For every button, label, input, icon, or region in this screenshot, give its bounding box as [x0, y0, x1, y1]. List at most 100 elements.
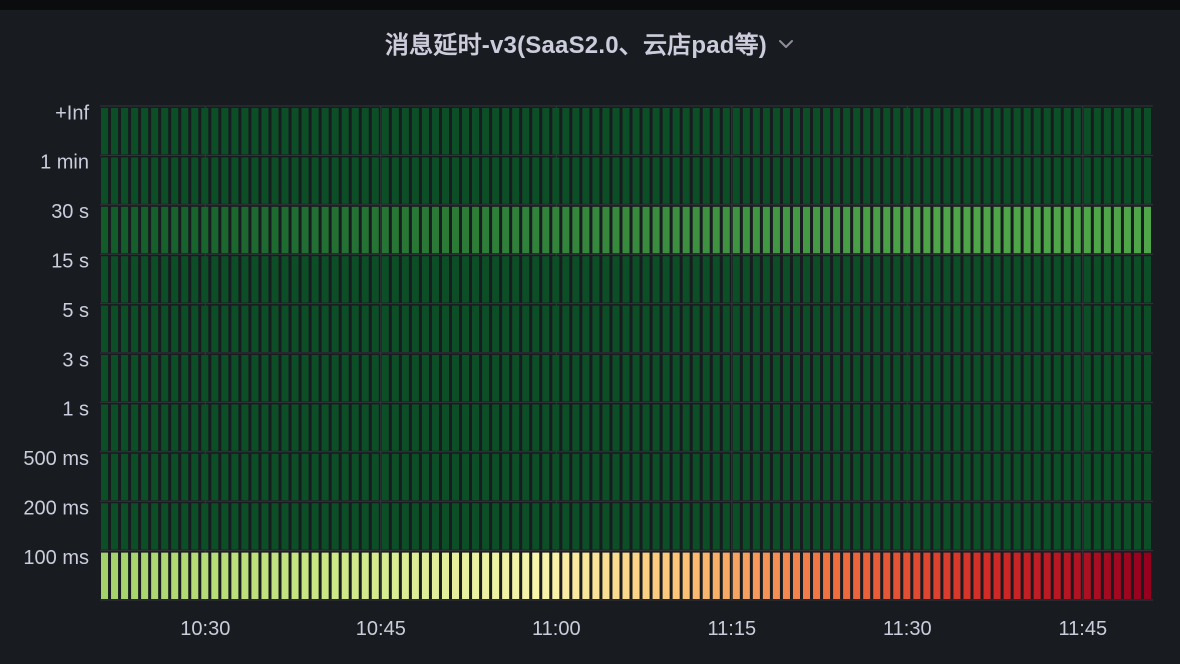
heatmap-cell[interactable]	[572, 157, 580, 204]
heatmap-cell[interactable]	[522, 305, 530, 352]
heatmap-cell[interactable]	[331, 157, 339, 204]
heatmap-cell[interactable]	[1133, 157, 1141, 204]
heatmap-cell[interactable]	[482, 552, 490, 599]
heatmap-cell[interactable]	[1123, 503, 1131, 550]
heatmap-cell[interactable]	[321, 552, 329, 599]
heatmap-cell[interactable]	[111, 552, 119, 599]
heatmap-cell[interactable]	[241, 503, 249, 550]
heatmap-cell[interactable]	[361, 305, 369, 352]
heatmap-cell[interactable]	[462, 157, 470, 204]
heatmap-cell[interactable]	[863, 503, 871, 550]
heatmap-cell[interactable]	[1083, 206, 1091, 254]
heatmap-cell[interactable]	[522, 453, 530, 501]
heatmap-cell[interactable]	[1103, 157, 1111, 204]
heatmap-cell[interactable]	[933, 256, 941, 303]
heatmap-cell[interactable]	[853, 503, 861, 550]
panel-title[interactable]: 消息延时-v3(SaaS2.0、云店pad等)	[384, 31, 767, 59]
heatmap-cell[interactable]	[441, 355, 449, 402]
heatmap-cell[interactable]	[682, 404, 690, 451]
heatmap-cell[interactable]	[622, 256, 630, 303]
heatmap-cell[interactable]	[582, 305, 590, 352]
heatmap-cell[interactable]	[973, 404, 981, 451]
heatmap-cell[interactable]	[482, 206, 490, 254]
heatmap-cell[interactable]	[923, 355, 931, 402]
heatmap-cell[interactable]	[632, 552, 640, 599]
heatmap-cell[interactable]	[943, 503, 951, 550]
heatmap-cell[interactable]	[682, 503, 690, 550]
heatmap-cell[interactable]	[482, 305, 490, 352]
heatmap-cell[interactable]	[863, 305, 871, 352]
heatmap-cell[interactable]	[291, 157, 299, 204]
heatmap-cell[interactable]	[512, 404, 520, 451]
heatmap-cell[interactable]	[752, 305, 760, 352]
heatmap-cell[interactable]	[722, 256, 730, 303]
heatmap-cell[interactable]	[111, 503, 119, 550]
heatmap-cell[interactable]	[261, 256, 269, 303]
heatmap-cell[interactable]	[943, 157, 951, 204]
heatmap-cell[interactable]	[642, 453, 650, 501]
heatmap-cell[interactable]	[792, 552, 800, 599]
heatmap-cell[interactable]	[492, 453, 500, 501]
heatmap-cell[interactable]	[1013, 108, 1021, 155]
heatmap-cell[interactable]	[441, 206, 449, 254]
heatmap-cell[interactable]	[1143, 256, 1151, 303]
heatmap-cell[interactable]	[652, 305, 660, 352]
heatmap-cell[interactable]	[381, 503, 389, 550]
heatmap-cell[interactable]	[953, 256, 961, 303]
heatmap-cell[interactable]	[923, 256, 931, 303]
heatmap-cell[interactable]	[431, 552, 439, 599]
heatmap-cell[interactable]	[712, 157, 720, 204]
heatmap-cell[interactable]	[552, 206, 560, 254]
heatmap-cell[interactable]	[391, 157, 399, 204]
heatmap-cell[interactable]	[602, 108, 610, 155]
heatmap-cell[interactable]	[622, 453, 630, 501]
heatmap-cell[interactable]	[1143, 552, 1151, 599]
heatmap-cell[interactable]	[1013, 305, 1021, 352]
heatmap-cell[interactable]	[562, 256, 570, 303]
heatmap-cell[interactable]	[943, 108, 951, 155]
heatmap-cell[interactable]	[171, 305, 179, 352]
heatmap-cell[interactable]	[622, 305, 630, 352]
heatmap-cell[interactable]	[562, 404, 570, 451]
heatmap-cell[interactable]	[161, 305, 169, 352]
heatmap-cell[interactable]	[492, 157, 500, 204]
heatmap-cell[interactable]	[682, 305, 690, 352]
heatmap-cell[interactable]	[722, 108, 730, 155]
heatmap-cell[interactable]	[331, 305, 339, 352]
heatmap-cell[interactable]	[742, 404, 750, 451]
heatmap-cell[interactable]	[1073, 206, 1081, 254]
heatmap-cell[interactable]	[692, 503, 700, 550]
heatmap-cell[interactable]	[772, 404, 780, 451]
heatmap-cell[interactable]	[803, 305, 811, 352]
heatmap-cell[interactable]	[1023, 157, 1031, 204]
heatmap-cell[interactable]	[482, 404, 490, 451]
heatmap-cell[interactable]	[893, 404, 901, 451]
heatmap-cell[interactable]	[672, 453, 680, 501]
heatmap-cell[interactable]	[291, 404, 299, 451]
heatmap-cell[interactable]	[803, 256, 811, 303]
heatmap-cell[interactable]	[171, 256, 179, 303]
heatmap-cell[interactable]	[291, 108, 299, 155]
heatmap-cell[interactable]	[883, 453, 891, 501]
heatmap-cell[interactable]	[171, 404, 179, 451]
heatmap-cell[interactable]	[983, 157, 991, 204]
heatmap-cell[interactable]	[111, 404, 119, 451]
heatmap-cell[interactable]	[241, 256, 249, 303]
heatmap-cell[interactable]	[131, 256, 139, 303]
heatmap-cell[interactable]	[141, 503, 149, 550]
heatmap-cell[interactable]	[301, 355, 309, 402]
heatmap-cell[interactable]	[682, 355, 690, 402]
heatmap-cell[interactable]	[813, 157, 821, 204]
heatmap-cell[interactable]	[582, 453, 590, 501]
heatmap-cell[interactable]	[702, 404, 710, 451]
heatmap-cell[interactable]	[361, 404, 369, 451]
heatmap-cell[interactable]	[452, 453, 460, 501]
heatmap-cell[interactable]	[552, 503, 560, 550]
heatmap-cell[interactable]	[421, 503, 429, 550]
heatmap-cell[interactable]	[943, 206, 951, 254]
heatmap-cell[interactable]	[772, 157, 780, 204]
heatmap-cell[interactable]	[983, 305, 991, 352]
heatmap-cell[interactable]	[943, 305, 951, 352]
heatmap-cell[interactable]	[281, 453, 289, 501]
heatmap-cell[interactable]	[592, 453, 600, 501]
